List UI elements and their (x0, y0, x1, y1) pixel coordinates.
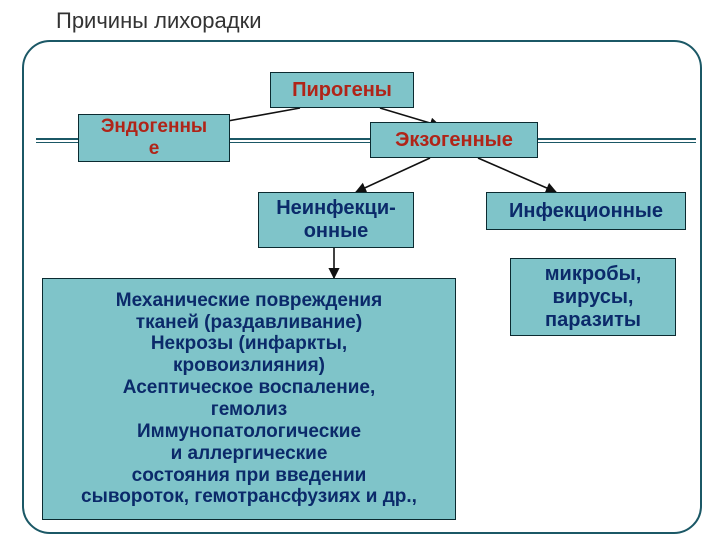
node-pyrogens-label: Пирогены (292, 79, 392, 102)
node-microbes: микробы, вирусы, паразиты (510, 258, 676, 336)
node-exogenous: Экзогенные (370, 122, 538, 158)
node-exogenous-label: Экзогенные (395, 129, 513, 152)
node-infect: Инфекционные (486, 192, 686, 230)
node-infect-label: Инфекционные (509, 200, 663, 223)
node-mech-label: Механические повреждения тканей (раздавл… (81, 290, 417, 508)
node-endogenous: Эндогенны е (78, 114, 230, 162)
node-noninfect-label: Неинфекци- онные (276, 197, 396, 243)
node-microbes-label: микробы, вирусы, паразиты (545, 263, 642, 332)
node-endogenous-label: Эндогенны е (101, 116, 207, 160)
page-title: Причины лихорадки (56, 8, 262, 34)
node-mech: Механические повреждения тканей (раздавл… (42, 278, 456, 520)
node-noninfect: Неинфекци- онные (258, 192, 414, 248)
node-pyrogens: Пирогены (270, 72, 414, 108)
